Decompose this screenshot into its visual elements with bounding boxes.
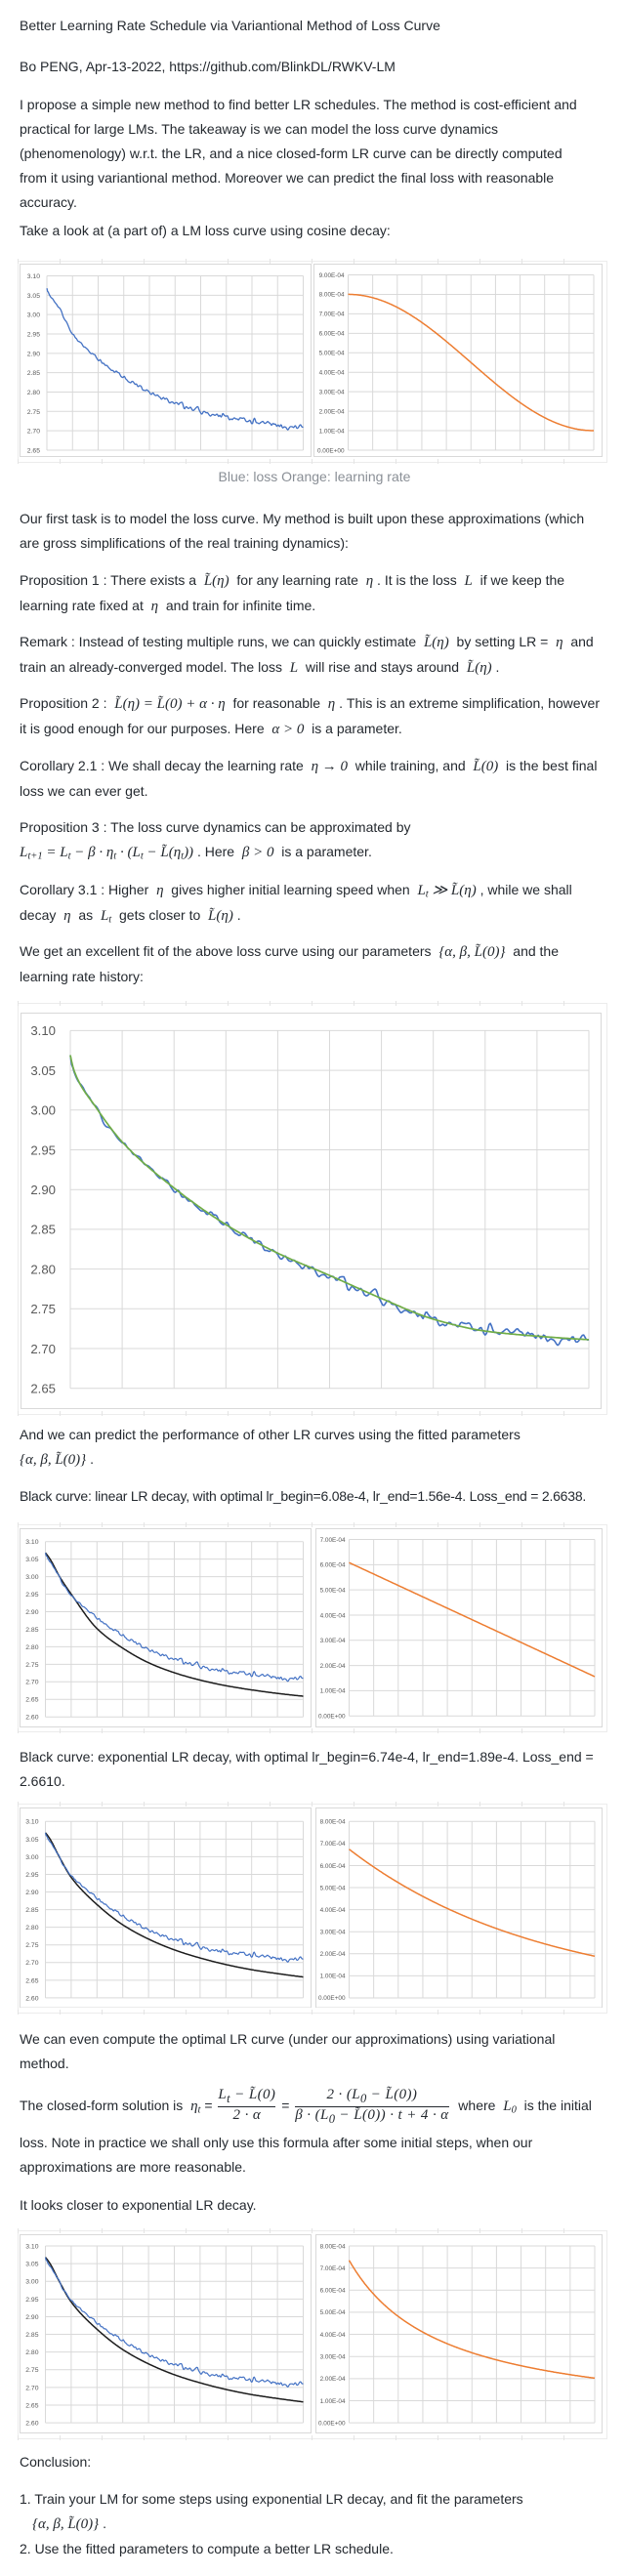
svg-text:2.75: 2.75	[25, 2367, 38, 2374]
svg-text:2.80: 2.80	[30, 1262, 56, 1276]
svg-text:3.10: 3.10	[25, 2243, 38, 2250]
svg-text:2.95: 2.95	[27, 331, 40, 338]
svg-text:2.85: 2.85	[27, 370, 40, 377]
svg-text:2.85: 2.85	[30, 1223, 56, 1237]
svg-text:4.00E-04: 4.00E-04	[320, 1612, 346, 1619]
svg-text:3.05: 3.05	[30, 1063, 56, 1078]
svg-text:2.00E-04: 2.00E-04	[320, 2376, 346, 2383]
svg-text:5.00E-04: 5.00E-04	[320, 1587, 346, 1594]
svg-text:2.65: 2.65	[27, 447, 40, 454]
svg-text:3.00: 3.00	[25, 1574, 38, 1581]
svg-text:6.00E-04: 6.00E-04	[319, 331, 345, 338]
svg-text:0.00E+00: 0.00E+00	[318, 1713, 346, 1720]
svg-text:2.65: 2.65	[30, 1382, 56, 1396]
svg-text:2.85: 2.85	[25, 2332, 38, 2339]
svg-text:7.00E-04: 7.00E-04	[319, 312, 345, 318]
svg-text:3.10: 3.10	[25, 1818, 38, 1825]
svg-text:1.00E-04: 1.00E-04	[320, 2397, 346, 2404]
svg-text:6.00E-04: 6.00E-04	[320, 1862, 346, 1869]
svg-text:4.00E-04: 4.00E-04	[320, 1906, 346, 1913]
svg-text:2.95: 2.95	[25, 1871, 38, 1878]
svg-text:2.90: 2.90	[25, 2313, 38, 2320]
svg-text:2.60: 2.60	[25, 1714, 38, 1721]
svg-text:7.00E-04: 7.00E-04	[320, 2264, 346, 2271]
svg-text:2.65: 2.65	[25, 2402, 38, 2409]
svg-text:3.05: 3.05	[25, 1557, 38, 1563]
svg-text:2.90: 2.90	[25, 1890, 38, 1896]
svg-text:2.70: 2.70	[30, 1342, 56, 1356]
svg-text:2.90: 2.90	[25, 1608, 38, 1615]
svg-text:0.00E+00: 0.00E+00	[318, 1995, 346, 2002]
svg-text:8.00E-04: 8.00E-04	[320, 2243, 346, 2250]
svg-text:2.80: 2.80	[27, 390, 40, 396]
svg-text:2.60: 2.60	[25, 2420, 38, 2427]
svg-text:3.00: 3.00	[30, 1103, 56, 1118]
svg-text:3.05: 3.05	[25, 1836, 38, 1843]
svg-text:2.00E-04: 2.00E-04	[320, 1951, 346, 1958]
svg-text:7.00E-04: 7.00E-04	[320, 1536, 346, 1543]
svg-text:2.70: 2.70	[25, 2385, 38, 2391]
svg-text:2.80: 2.80	[25, 2349, 38, 2356]
svg-text:5.00E-04: 5.00E-04	[320, 1885, 346, 1891]
svg-text:3.10: 3.10	[25, 1539, 38, 1546]
svg-text:4.00E-04: 4.00E-04	[319, 370, 345, 377]
svg-text:2.85: 2.85	[25, 1626, 38, 1633]
svg-text:3.00E-04: 3.00E-04	[320, 1929, 346, 1935]
svg-text:1.00E-04: 1.00E-04	[320, 1973, 346, 1979]
svg-text:0.00E+00: 0.00E+00	[317, 447, 345, 454]
svg-text:2.75: 2.75	[27, 409, 40, 416]
svg-text:9.00E-04: 9.00E-04	[319, 272, 345, 279]
svg-text:2.95: 2.95	[25, 2296, 38, 2303]
svg-text:3.00E-04: 3.00E-04	[319, 389, 345, 395]
svg-text:2.65: 2.65	[25, 1977, 38, 1984]
svg-text:2.95: 2.95	[25, 1592, 38, 1599]
svg-text:6.00E-04: 6.00E-04	[320, 1561, 346, 1568]
svg-text:5.00E-04: 5.00E-04	[319, 351, 345, 357]
svg-text:1.00E-04: 1.00E-04	[319, 428, 345, 435]
svg-text:2.95: 2.95	[30, 1143, 56, 1157]
svg-text:2.70: 2.70	[25, 1679, 38, 1685]
svg-text:2.00E-04: 2.00E-04	[319, 408, 345, 415]
svg-text:4.00E-04: 4.00E-04	[320, 2331, 346, 2338]
svg-text:3.00: 3.00	[27, 312, 40, 319]
svg-text:3.10: 3.10	[27, 273, 40, 280]
svg-text:2.70: 2.70	[25, 1960, 38, 1967]
svg-text:2.85: 2.85	[25, 1907, 38, 1914]
svg-text:3.10: 3.10	[30, 1023, 56, 1038]
svg-text:5.00E-04: 5.00E-04	[320, 2309, 346, 2316]
svg-text:2.75: 2.75	[30, 1302, 56, 1316]
svg-text:1.00E-04: 1.00E-04	[320, 1687, 346, 1694]
svg-text:8.00E-04: 8.00E-04	[320, 1818, 346, 1825]
svg-text:2.70: 2.70	[27, 429, 40, 436]
svg-text:3.00E-04: 3.00E-04	[320, 2353, 346, 2360]
svg-text:0.00E+00: 0.00E+00	[318, 2420, 346, 2427]
svg-text:3.05: 3.05	[27, 293, 40, 300]
svg-text:8.00E-04: 8.00E-04	[319, 292, 345, 299]
svg-text:7.00E-04: 7.00E-04	[320, 1841, 346, 1848]
svg-text:2.00E-04: 2.00E-04	[320, 1662, 346, 1669]
svg-text:2.75: 2.75	[25, 1942, 38, 1949]
svg-text:2.80: 2.80	[25, 1643, 38, 1650]
svg-text:6.00E-04: 6.00E-04	[320, 2287, 346, 2294]
svg-text:3.00: 3.00	[25, 1853, 38, 1860]
svg-text:3.05: 3.05	[25, 2261, 38, 2267]
svg-text:2.75: 2.75	[25, 1661, 38, 1668]
svg-text:2.90: 2.90	[27, 351, 40, 357]
svg-text:2.65: 2.65	[25, 1696, 38, 1703]
svg-text:2.60: 2.60	[25, 1995, 38, 2002]
svg-text:3.00: 3.00	[25, 2278, 38, 2285]
svg-text:2.90: 2.90	[30, 1183, 56, 1197]
svg-text:3.00E-04: 3.00E-04	[320, 1638, 346, 1644]
svg-text:2.80: 2.80	[25, 1925, 38, 1932]
